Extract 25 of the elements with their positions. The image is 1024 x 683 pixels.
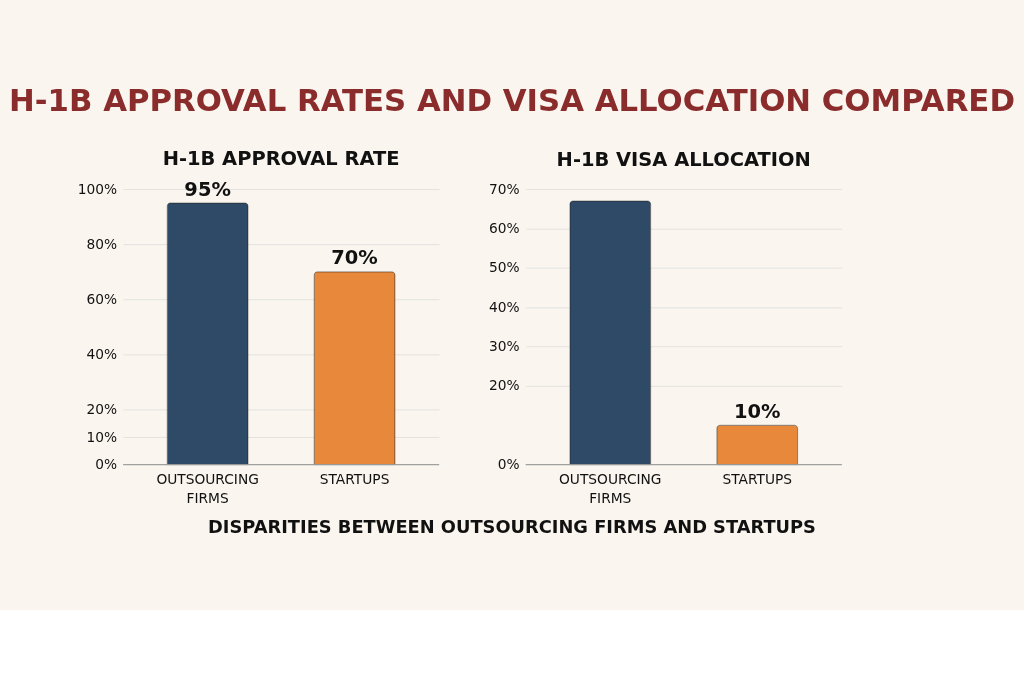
x-tick-label: STARTUPS [319,470,390,487]
data-label: 10% [733,399,781,423]
data-label: 95% [184,177,231,201]
x-tick-label: OUTSOURCING FIRMS [559,470,662,507]
chart-title: H-1B APPROVAL RATE [162,146,400,170]
y-tick-label: 0% [95,456,118,473]
text: H-1B APPROVAL RATES AND VISA ALLOCATION COMPARED [9,82,1015,119]
y-tick-label: 20% [489,377,520,394]
y-tick-label: 30% [489,338,520,354]
y-tick-label: 40% [86,345,118,362]
y-tick-label: 10% [86,428,118,445]
y-tick-label: 80% [86,235,118,252]
text: DISPARITIES BETWEEN OUTSOURCING FIRMS AND STARTUPS [208,516,816,538]
y-tick-label: 20% [86,400,118,417]
y-tick-label: 50% [489,259,520,276]
y-tick-label: 100% [77,180,118,197]
data-label: 70% [331,246,378,270]
y-tick-label: 40% [489,298,520,315]
chart-title: H-1B VISA ALLOCATION [556,148,811,172]
y-tick-label: 70% [489,180,520,197]
y-tick-label: 60% [86,290,118,307]
y-tick-label: 0% [497,456,520,473]
y-tick-label: 60% [489,219,520,236]
x-tick-label: STARTUPS [722,470,793,487]
x-tick-label: OUTSOURCING FIRMS [156,470,259,507]
